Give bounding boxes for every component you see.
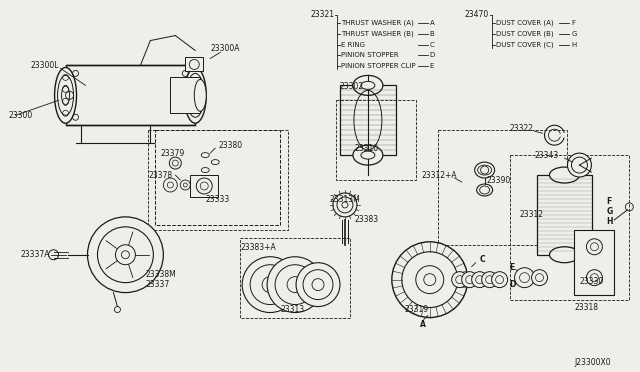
Ellipse shape bbox=[361, 151, 375, 159]
Text: 23379: 23379 bbox=[161, 149, 184, 158]
Circle shape bbox=[568, 153, 591, 177]
Ellipse shape bbox=[550, 247, 579, 263]
Bar bbox=[170, 77, 200, 113]
Circle shape bbox=[482, 272, 498, 288]
Text: 23318: 23318 bbox=[575, 303, 598, 312]
Ellipse shape bbox=[361, 81, 375, 89]
Circle shape bbox=[515, 268, 534, 288]
Bar bbox=[438, 130, 568, 245]
Circle shape bbox=[296, 263, 340, 307]
Circle shape bbox=[472, 272, 488, 288]
Text: F: F bbox=[606, 198, 612, 206]
Text: H: H bbox=[606, 217, 613, 227]
Text: E: E bbox=[430, 64, 434, 70]
Ellipse shape bbox=[54, 67, 77, 123]
Circle shape bbox=[333, 193, 357, 217]
Text: PINION STOPPER: PINION STOPPER bbox=[341, 52, 399, 58]
Text: 23390: 23390 bbox=[486, 176, 511, 185]
Circle shape bbox=[88, 217, 163, 293]
Text: E: E bbox=[509, 263, 515, 272]
Bar bbox=[65, 65, 195, 125]
Bar bbox=[186, 58, 204, 71]
Text: 23383+A: 23383+A bbox=[240, 243, 276, 252]
Ellipse shape bbox=[195, 79, 206, 111]
Text: 23313: 23313 bbox=[280, 305, 304, 314]
Text: THRUST WASHER (A): THRUST WASHER (A) bbox=[341, 19, 413, 26]
Text: G: G bbox=[572, 31, 577, 36]
Text: 23470: 23470 bbox=[465, 10, 489, 19]
Text: J23300X0: J23300X0 bbox=[575, 358, 611, 367]
Text: 23310: 23310 bbox=[355, 144, 379, 153]
Circle shape bbox=[402, 252, 458, 308]
Bar bbox=[336, 100, 416, 180]
Text: 23338M: 23338M bbox=[145, 270, 176, 279]
Circle shape bbox=[115, 245, 136, 265]
Circle shape bbox=[586, 239, 602, 255]
Text: 23333: 23333 bbox=[205, 195, 230, 205]
Text: B: B bbox=[430, 31, 435, 36]
Text: 23343: 23343 bbox=[534, 151, 559, 160]
Circle shape bbox=[586, 270, 602, 286]
Circle shape bbox=[416, 266, 444, 294]
Ellipse shape bbox=[184, 67, 206, 123]
Bar bbox=[190, 175, 218, 197]
Text: 23322: 23322 bbox=[509, 124, 534, 133]
Text: 23337A: 23337A bbox=[20, 250, 50, 259]
Text: 23321: 23321 bbox=[310, 10, 334, 19]
Circle shape bbox=[461, 272, 477, 288]
Circle shape bbox=[275, 265, 315, 305]
Text: G: G bbox=[606, 208, 612, 217]
Circle shape bbox=[250, 265, 290, 305]
Ellipse shape bbox=[475, 162, 495, 178]
Text: 23300L: 23300L bbox=[31, 61, 59, 70]
Text: 23300: 23300 bbox=[9, 111, 33, 120]
Text: 23313M: 23313M bbox=[330, 195, 361, 205]
Text: 23337: 23337 bbox=[145, 280, 170, 289]
Bar bbox=[156, 130, 280, 225]
Text: F: F bbox=[572, 20, 575, 26]
Text: H: H bbox=[572, 42, 577, 48]
Circle shape bbox=[392, 242, 468, 318]
Bar bbox=[575, 230, 614, 295]
Bar bbox=[148, 130, 288, 230]
Bar bbox=[536, 175, 593, 255]
Bar bbox=[509, 155, 629, 299]
Circle shape bbox=[492, 272, 508, 288]
Text: 23378: 23378 bbox=[148, 170, 173, 180]
Ellipse shape bbox=[353, 145, 383, 165]
Circle shape bbox=[532, 270, 547, 286]
Text: 23330: 23330 bbox=[579, 277, 604, 286]
Text: 23319: 23319 bbox=[405, 305, 429, 314]
Ellipse shape bbox=[550, 167, 579, 183]
Circle shape bbox=[303, 270, 333, 299]
Ellipse shape bbox=[477, 184, 493, 196]
Circle shape bbox=[97, 227, 154, 283]
Text: E RING: E RING bbox=[341, 42, 365, 48]
Text: 23300A: 23300A bbox=[210, 44, 240, 53]
Text: C: C bbox=[430, 42, 435, 48]
Text: A: A bbox=[430, 20, 435, 26]
Text: D: D bbox=[430, 52, 435, 58]
Text: 23380: 23380 bbox=[218, 141, 243, 150]
Text: D: D bbox=[509, 280, 516, 289]
Text: DUST COVER (B): DUST COVER (B) bbox=[495, 31, 553, 37]
Text: 23312+A: 23312+A bbox=[422, 170, 458, 180]
Text: DUST COVER (A): DUST COVER (A) bbox=[495, 19, 553, 26]
Text: 23383: 23383 bbox=[355, 215, 379, 224]
Circle shape bbox=[267, 257, 323, 312]
Bar bbox=[340, 86, 396, 155]
Circle shape bbox=[452, 272, 468, 288]
Circle shape bbox=[242, 257, 298, 312]
Text: PINION STOPPER CLIP: PINION STOPPER CLIP bbox=[341, 64, 415, 70]
Text: 23302: 23302 bbox=[340, 82, 364, 91]
Text: THRUST WASHER (B): THRUST WASHER (B) bbox=[341, 31, 413, 37]
Text: A: A bbox=[420, 320, 426, 329]
Text: DUST COVER (C): DUST COVER (C) bbox=[495, 41, 553, 48]
Bar bbox=[240, 238, 350, 318]
Text: 23312: 23312 bbox=[520, 211, 543, 219]
Text: C: C bbox=[479, 255, 485, 264]
Ellipse shape bbox=[353, 76, 383, 95]
